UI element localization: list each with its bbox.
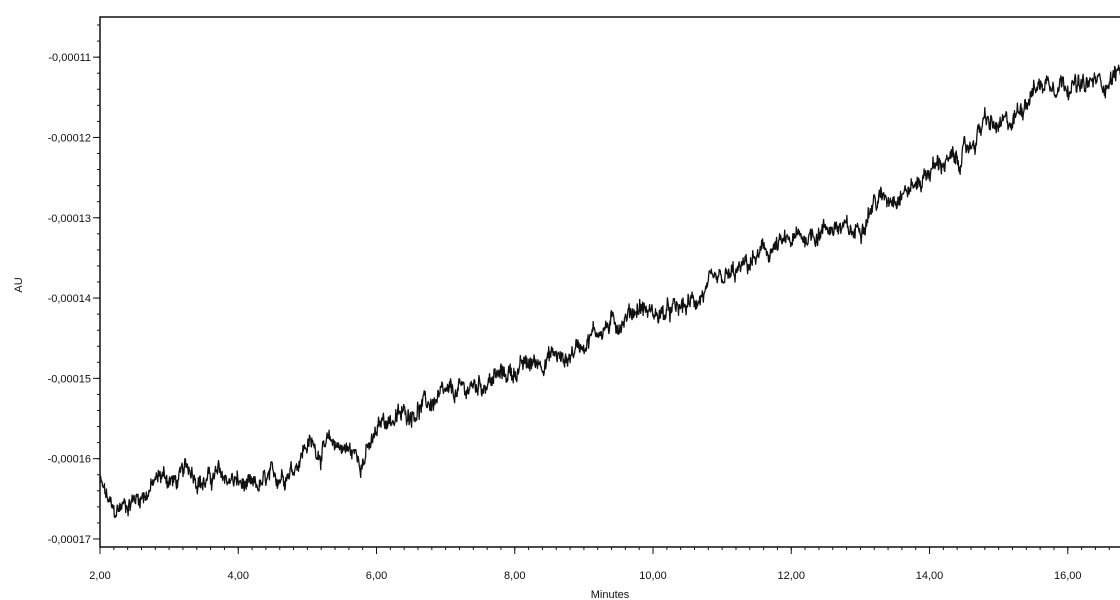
plot-area-frame <box>99 16 1120 548</box>
y-tick-label: -0,00014 <box>48 293 91 305</box>
x-axis-label: Minutes <box>591 589 630 600</box>
x-tick-label: 2,00 <box>89 570 110 582</box>
y-axis-ticks: -0,00011 -0,00012 -0,00013 -0,00014 -0,00015… <box>48 52 100 546</box>
x-tick-label: 16,00 <box>1054 570 1082 582</box>
y-tick-label: -0,00015 <box>48 373 91 385</box>
x-tick-label: 14,00 <box>916 570 944 582</box>
y-axis-label: AU <box>13 277 25 292</box>
y-tick-label: -0,00012 <box>48 132 91 144</box>
x-axis-ticks: 2,00 4,00 6,00 8,00 10,00 12,00 14,00 16,00 <box>89 547 1082 582</box>
y-tick-label: -0,00011 <box>48 52 91 64</box>
y-tick-label: -0,00016 <box>48 454 91 466</box>
x-tick-label: 12,00 <box>778 570 806 582</box>
x-tick-label: 10,00 <box>639 570 667 582</box>
series-layer <box>99 64 1120 519</box>
chromatogram-trace <box>99 64 1120 519</box>
x-tick-label: 4,00 <box>228 570 249 582</box>
minor-ticks <box>97 24 1110 550</box>
y-tick-label: -0,00013 <box>48 213 91 225</box>
x-tick-label: 6,00 <box>366 570 387 582</box>
x-tick-label: 8,00 <box>504 570 525 582</box>
y-tick-label: -0,00017 <box>48 534 91 546</box>
